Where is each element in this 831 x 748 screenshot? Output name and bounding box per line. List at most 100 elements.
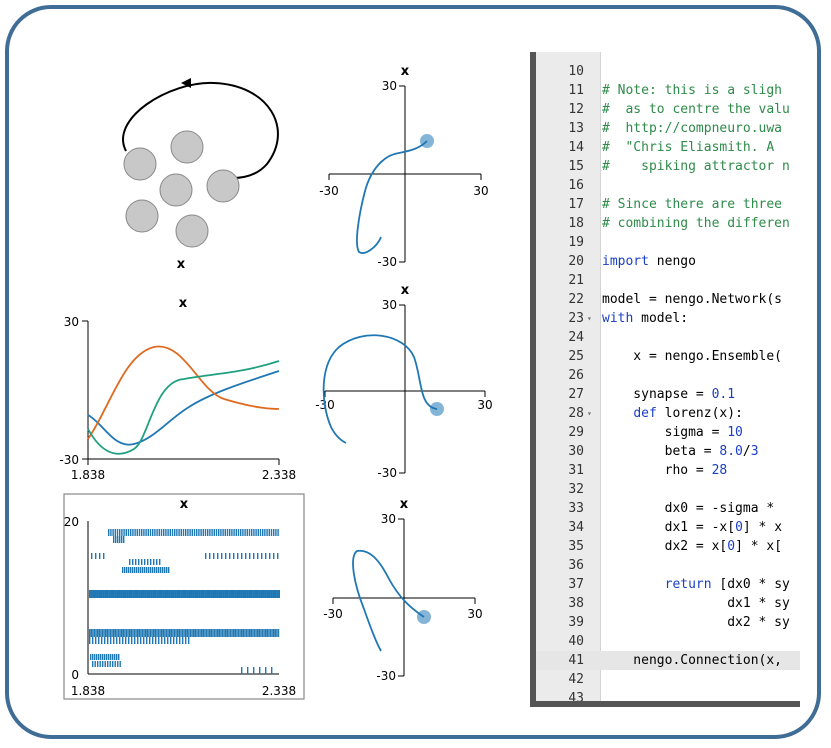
code-token: nengo.Connection(x, bbox=[602, 653, 790, 668]
spike-mark bbox=[198, 529, 200, 536]
spike-mark bbox=[220, 529, 222, 536]
code-line[interactable]: 36 bbox=[536, 556, 800, 575]
spike-mark bbox=[176, 529, 178, 536]
code-text: synapse = 0.1 bbox=[602, 385, 735, 404]
spike-mark bbox=[201, 629, 203, 637]
fold-toggle-icon[interactable]: ▾ bbox=[587, 314, 592, 323]
code-line[interactable]: 43 bbox=[536, 689, 800, 701]
code-line[interactable]: 28 ▾ def lorenz(x): bbox=[536, 404, 800, 423]
code-line[interactable]: 15 # spiking attractor n bbox=[536, 157, 800, 176]
code-line[interactable]: 13 # http://compneuro.uwa bbox=[536, 119, 800, 138]
code-line[interactable]: 24 bbox=[536, 328, 800, 347]
neuron-icon bbox=[159, 173, 193, 207]
code-line[interactable]: 18 # combining the differen bbox=[536, 214, 800, 233]
code-text: # "Chris Eliasmith. A bbox=[602, 138, 782, 157]
code-editor[interactable]: 10 11 # Note: this is a sligh 12 # as to cen… bbox=[530, 52, 800, 707]
code-line[interactable]: 20 import nengo bbox=[536, 252, 800, 271]
spike-mark bbox=[113, 629, 115, 637]
code-line[interactable]: 12 # as to centre the valu bbox=[536, 100, 800, 119]
code-line[interactable]: 34 dx1 = -x[0] * x bbox=[536, 518, 800, 537]
code-line[interactable]: 29 sigma = 10 bbox=[536, 423, 800, 442]
code-token: nengo bbox=[648, 254, 696, 269]
spike-mark bbox=[121, 529, 123, 536]
spike-mark bbox=[205, 553, 207, 559]
spike-mark bbox=[176, 590, 178, 598]
spike-mark bbox=[197, 629, 200, 637]
xy-plot-3[interactable]: x 30 -30 -30 30 bbox=[323, 497, 482, 683]
code-line[interactable]: 10 bbox=[536, 62, 800, 81]
code-line[interactable]: 39 dx2 * sy bbox=[536, 613, 800, 632]
fold-toggle-icon[interactable]: ▾ bbox=[587, 409, 592, 418]
spike-mark bbox=[125, 529, 127, 536]
code-line[interactable]: 27 synapse = 0.1 bbox=[536, 385, 800, 404]
line-number: 19 bbox=[568, 235, 584, 250]
value-plot[interactable]: x 30 -30 1.838 2.338 bbox=[59, 296, 296, 482]
spike-mark bbox=[157, 590, 159, 598]
spike-mark bbox=[131, 637, 133, 644]
spike-mark bbox=[108, 529, 110, 536]
spike-mark bbox=[157, 629, 160, 637]
code-text: import nengo bbox=[602, 252, 696, 271]
code-token: # http://compneuro.uwa bbox=[602, 121, 783, 136]
code-line[interactable]: 31 rho = 28 bbox=[536, 461, 800, 480]
xy-plot-1[interactable]: x 30 -30 -30 30 bbox=[319, 64, 488, 269]
code-line[interactable]: 19 bbox=[536, 233, 800, 252]
spike-mark bbox=[263, 629, 265, 637]
spike-mark bbox=[119, 529, 121, 536]
spike-mark bbox=[138, 590, 140, 598]
spike-mark bbox=[145, 590, 147, 598]
spike-mark bbox=[132, 567, 134, 573]
spike-mark bbox=[108, 629, 110, 637]
code-line[interactable]: 23 ▾ with model: bbox=[536, 309, 800, 328]
code-line[interactable]: 40 bbox=[536, 632, 800, 651]
spike-mark bbox=[189, 590, 192, 598]
line-number: 34 bbox=[568, 520, 584, 535]
spike-mark bbox=[266, 629, 268, 637]
code-line[interactable]: 16 bbox=[536, 176, 800, 195]
spike-mark bbox=[271, 590, 273, 598]
spike-mark bbox=[112, 661, 114, 667]
code-line[interactable]: 17 # Since there are three bbox=[536, 195, 800, 214]
code-line[interactable]: 21 bbox=[536, 271, 800, 290]
code-line[interactable]: 30 beta = 8.0/3 bbox=[536, 442, 800, 461]
code-token: # Note: this is a sligh bbox=[602, 83, 783, 98]
spike-mark bbox=[226, 529, 229, 536]
code-line[interactable]: 32 bbox=[536, 480, 800, 499]
code-line[interactable]: 25 x = nengo.Ensemble( bbox=[536, 347, 800, 366]
code-line[interactable]: 11 # Note: this is a sligh bbox=[536, 81, 800, 100]
xy-plot-2[interactable]: x 30 -30 -30 30 bbox=[315, 283, 492, 480]
spike-mark bbox=[106, 629, 108, 637]
code-text: sigma = 10 bbox=[602, 423, 743, 442]
code-line[interactable]: 37 return [dx0 * sy bbox=[536, 575, 800, 594]
spike-mark bbox=[119, 590, 121, 598]
code-line[interactable]: 26 bbox=[536, 366, 800, 385]
spike-mark bbox=[172, 629, 174, 637]
code-line[interactable]: 41 nengo.Connection(x, bbox=[536, 651, 800, 670]
code-line[interactable]: 35 dx2 = x[0] * x[ bbox=[536, 537, 800, 556]
spike-mark bbox=[243, 590, 246, 598]
current-state-marker bbox=[417, 610, 431, 624]
spike-mark bbox=[160, 529, 163, 536]
spike-mark bbox=[112, 654, 114, 660]
spike-mark bbox=[132, 629, 134, 637]
spike-mark bbox=[103, 590, 105, 598]
code-line[interactable]: 33 dx0 = -sigma * bbox=[536, 499, 800, 518]
network-diagram[interactable]: x bbox=[122, 78, 279, 272]
code-line[interactable]: 22 model = nengo.Network(s bbox=[536, 290, 800, 309]
code-line[interactable]: 38 dx1 * sy bbox=[536, 594, 800, 613]
code-line[interactable]: 42 bbox=[536, 670, 800, 689]
spike-mark bbox=[202, 629, 204, 637]
spike-raster-plot[interactable]: x 20 0 1.838 2.338 bbox=[63, 493, 305, 700]
line-number: 21 bbox=[568, 273, 584, 288]
spike-mark bbox=[90, 654, 92, 660]
spike-mark bbox=[111, 629, 113, 637]
spike-mark bbox=[162, 567, 164, 573]
spike-mark bbox=[245, 590, 247, 598]
spike-mark bbox=[143, 629, 145, 637]
spike-mark bbox=[259, 667, 261, 674]
series-line-blue bbox=[87, 370, 280, 446]
spike-mark bbox=[173, 637, 175, 644]
spike-mark bbox=[236, 629, 238, 637]
code-line[interactable]: 14 # "Chris Eliasmith. A bbox=[536, 138, 800, 157]
spike-mark bbox=[216, 590, 218, 598]
